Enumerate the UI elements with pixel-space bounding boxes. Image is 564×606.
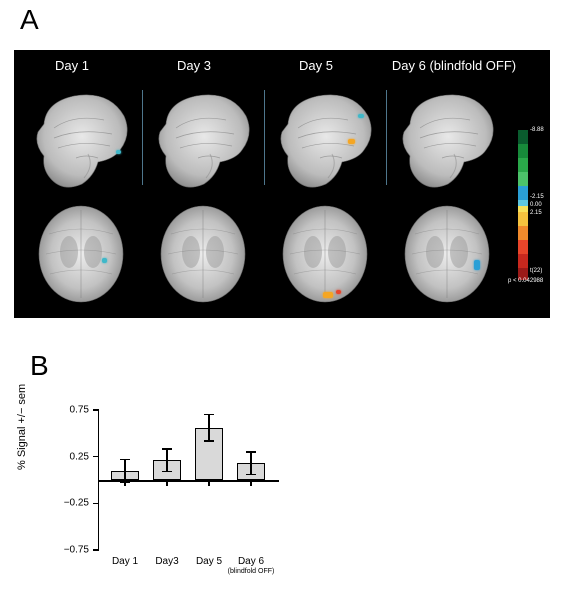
brain-axial-icon xyxy=(390,200,505,308)
y-tick xyxy=(93,456,99,458)
y-axis-label: % Signal +/− sem xyxy=(16,384,28,470)
brain-axial-icon xyxy=(146,200,261,308)
brain-slice xyxy=(146,200,261,308)
activation-blob xyxy=(323,292,333,298)
colorbar-label: p < 0.042988 xyxy=(508,278,552,284)
colorbar-segment xyxy=(518,226,528,240)
panel-b-chart: % Signal +/− sem 0.750.25−0.25−0.75Day 1… xyxy=(40,400,310,590)
brain-slice xyxy=(268,84,383,192)
colorbar: -8.88-2.150.002.15t(22)p < 0.042988 xyxy=(506,130,546,280)
error-cap xyxy=(120,459,130,461)
y-tick xyxy=(93,549,99,551)
y-tick xyxy=(93,503,99,505)
panel-b-label: B xyxy=(30,350,49,382)
x-tick xyxy=(166,480,168,486)
colorbar-segment xyxy=(518,254,528,268)
column-header-row: Day 1 Day 3 Day 5 Day 6 (blindfold OFF) xyxy=(14,58,550,78)
colorbar-label: 2.15 xyxy=(530,210,546,216)
x-tick xyxy=(250,480,252,486)
error-bar xyxy=(166,449,168,471)
colorbar-label: t(22) xyxy=(530,268,546,274)
error-bar xyxy=(208,415,210,441)
colorbar-label: -8.88 xyxy=(530,127,546,133)
brain-slice xyxy=(390,84,505,192)
brain-slice xyxy=(390,200,505,308)
x-tick xyxy=(208,480,210,486)
colorbar-gradient xyxy=(518,130,528,280)
colorbar-segment xyxy=(518,240,528,254)
activation-blob xyxy=(474,260,480,270)
y-tick-label: 0.75 xyxy=(70,405,89,416)
error-cap xyxy=(204,440,214,442)
figure-page: A Day 1 Day 3 Day 5 Day 6 (blindfold OFF) -… xyxy=(0,0,564,606)
y-tick-label: −0.25 xyxy=(64,498,89,509)
x-tick-label: Day 5 xyxy=(196,556,222,567)
panel-a-image-grid: Day 1 Day 3 Day 5 Day 6 (blindfold OFF) -8.… xyxy=(14,50,550,318)
error-cap xyxy=(162,448,172,450)
error-bar xyxy=(250,452,252,474)
column-header: Day 3 xyxy=(177,58,211,73)
brain-sagittal-icon xyxy=(268,84,383,192)
panel-a-label: A xyxy=(20,4,39,36)
column-divider xyxy=(142,90,143,185)
x-tick-label: Day 6 xyxy=(238,556,264,567)
column-header: Day 6 (blindfold OFF) xyxy=(392,58,516,73)
activation-blob xyxy=(102,258,107,263)
x-tick-sublabel: (blindfold OFF) xyxy=(228,568,275,575)
brain-slice xyxy=(24,200,139,308)
colorbar-label: 0.00 xyxy=(530,202,546,208)
x-tick xyxy=(124,480,126,486)
colorbar-label: -2.15 xyxy=(530,194,546,200)
activation-blob xyxy=(358,114,364,118)
y-tick xyxy=(93,409,99,411)
brain-slice xyxy=(146,84,261,192)
colorbar-segment xyxy=(518,144,528,158)
y-tick-label: −0.75 xyxy=(64,545,89,556)
error-cap xyxy=(204,414,214,416)
brain-sagittal-icon xyxy=(146,84,261,192)
activation-blob xyxy=(116,150,121,154)
brain-axial-icon xyxy=(24,200,139,308)
error-cap xyxy=(162,471,172,473)
error-bar xyxy=(124,459,126,481)
brain-sagittal-icon xyxy=(390,84,505,192)
x-tick-label: Day 1 xyxy=(112,556,138,567)
column-header: Day 5 xyxy=(299,58,333,73)
column-divider xyxy=(386,90,387,185)
error-cap xyxy=(246,474,256,476)
activation-blob xyxy=(348,139,355,144)
x-tick-label: Day3 xyxy=(155,556,178,567)
plot-area: 0.750.25−0.25−0.75Day 1Day3Day 5Day 6(bl… xyxy=(98,410,279,550)
colorbar-segment xyxy=(518,212,528,226)
brain-slice xyxy=(24,84,139,192)
colorbar-segment xyxy=(518,172,528,186)
column-divider xyxy=(264,90,265,185)
colorbar-segment xyxy=(518,186,528,200)
colorbar-segment xyxy=(518,158,528,172)
activation-blob xyxy=(336,290,341,294)
colorbar-segment xyxy=(518,130,528,144)
brain-sagittal-icon xyxy=(24,84,139,192)
y-tick-label: 0.25 xyxy=(70,451,89,462)
brain-slice xyxy=(268,200,383,308)
error-cap xyxy=(246,451,256,453)
column-header: Day 1 xyxy=(55,58,89,73)
